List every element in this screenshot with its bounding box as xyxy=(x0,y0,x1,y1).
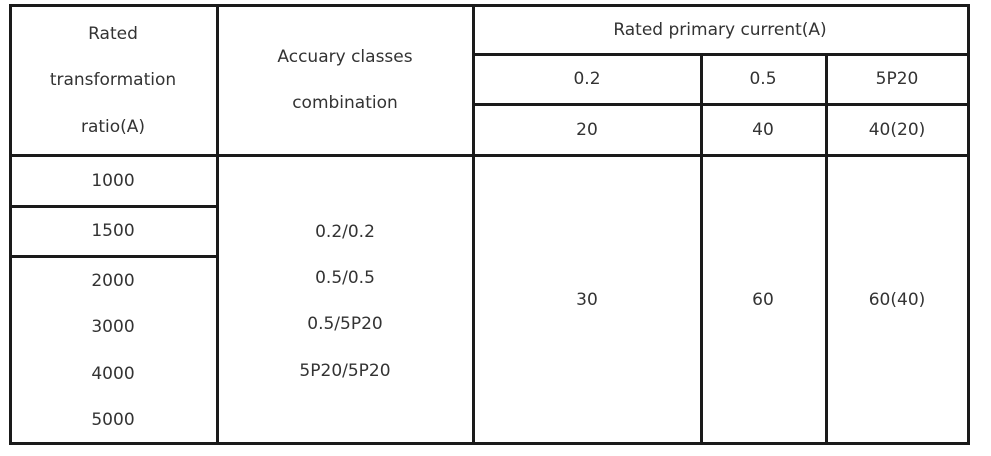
cell-text: 5000 xyxy=(91,410,135,430)
cell-text: 4000 xyxy=(91,364,135,384)
cell xyxy=(216,4,475,157)
cell-text: 2000 xyxy=(91,271,135,291)
cell-text: 1000 xyxy=(91,171,135,191)
header-text: Rated xyxy=(88,24,138,44)
cell-text: 60 xyxy=(752,290,774,310)
header-text: transformation xyxy=(49,70,177,90)
cell-text: 3000 xyxy=(91,317,135,337)
header-text: 5P20 xyxy=(875,69,919,89)
cell xyxy=(825,154,970,445)
cell-text: 0.2/0.2 xyxy=(315,222,375,242)
cell xyxy=(216,154,475,445)
header-text: 40 xyxy=(752,120,774,140)
cell-text: 60(40) xyxy=(868,290,926,310)
cell-text: 0.5/0.5 xyxy=(315,268,375,288)
header-text: 0.5 xyxy=(749,69,777,89)
cell-text: 5P20/5P20 xyxy=(299,361,391,381)
header-text: 20 xyxy=(576,120,598,140)
cell-text: 0.5/5P20 xyxy=(307,314,383,334)
cell-text: 1500 xyxy=(91,221,135,241)
header-text: Rated primary current(A) xyxy=(613,20,827,40)
header-text: combination xyxy=(292,93,398,113)
header-text: 40(20) xyxy=(868,120,926,140)
header-text: 0.2 xyxy=(573,69,601,89)
cell-text: 30 xyxy=(576,290,598,310)
header-text: Accuary classes xyxy=(277,47,413,67)
header-text: ratio(A) xyxy=(80,117,146,137)
